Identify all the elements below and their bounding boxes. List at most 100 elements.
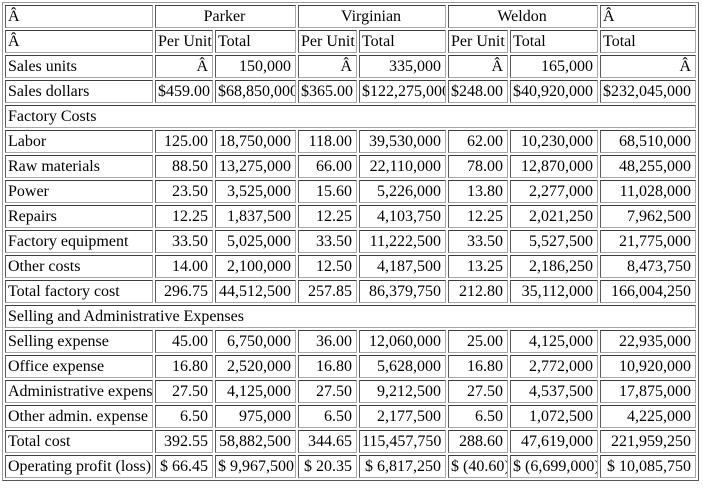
table-row-selling-expense: Selling expense 45.00 6,750,000 36.00 12… [5, 330, 697, 353]
cell-parker-per-unit: Â [155, 55, 213, 78]
cell-parker-per-unit: $ 66.45 [155, 455, 213, 478]
row-label: Labor [5, 130, 153, 153]
table-row-labor: Labor 125.00 18,750,000 118.00 39,530,00… [5, 130, 697, 153]
cell-weldon-total: $ (6,699,000) [510, 455, 599, 478]
cell-parker-total: 3,525,000 [215, 180, 297, 203]
cell-grand-total: 17,875,000 [600, 380, 697, 403]
subheader-corner: Â [5, 30, 153, 53]
table-row-sales-dollars: Sales dollars $459.00 $68,850,000 $365.0… [5, 80, 697, 103]
row-label: Office expense [5, 355, 153, 378]
table-row-other-costs: Other costs 14.00 2,100,000 12.50 4,187,… [5, 255, 697, 278]
cell-weldon-per-unit: $248.00 [448, 80, 509, 103]
cell-virginian-total: 5,628,000 [359, 355, 447, 378]
cell-weldon-per-unit: 13.25 [448, 255, 509, 278]
subheader-grand-total: Total [600, 30, 697, 53]
cell-parker-per-unit: 45.00 [155, 330, 213, 353]
cell-parker-per-unit: 12.25 [155, 205, 213, 228]
cell-weldon-total: 2,186,250 [510, 255, 599, 278]
cell-parker-per-unit: 296.75 [155, 280, 213, 303]
cell-virginian-per-unit: 257.85 [298, 280, 358, 303]
cell-virginian-per-unit: $365.00 [298, 80, 358, 103]
cell-parker-per-unit: 125.00 [155, 130, 213, 153]
section-header: Factory Costs [5, 105, 697, 128]
table-row-sales-units: Sales units Â 150,000 Â 335,000 Â 165,00… [5, 55, 697, 78]
subheader-parker-per-unit: Per Unit [155, 30, 213, 53]
financial-table: Â Parker Virginian Weldon Â Â Per Unit T… [2, 2, 700, 481]
header-group-parker: Parker [155, 5, 297, 28]
table-row-repairs: Repairs 12.25 1,837,500 12.25 4,103,750 … [5, 205, 697, 228]
cell-virginian-total: $122,275,000 [359, 80, 447, 103]
cell-grand-total: Â [600, 55, 697, 78]
subheader-virginian-per-unit: Per Unit [298, 30, 358, 53]
cell-weldon-per-unit: 78.00 [448, 155, 509, 178]
cell-grand-total: $ 10,085,750 [600, 455, 697, 478]
cell-parker-per-unit: 14.00 [155, 255, 213, 278]
cell-parker-per-unit: 88.50 [155, 155, 213, 178]
cell-virginian-per-unit: 344.65 [298, 430, 358, 453]
cell-parker-per-unit: 33.50 [155, 230, 213, 253]
cell-weldon-total: 35,112,000 [510, 280, 599, 303]
row-label: Selling expense [5, 330, 153, 353]
cell-grand-total: 48,255,000 [600, 155, 697, 178]
cell-parker-total: $ 9,967,500 [215, 455, 297, 478]
subheader-weldon-per-unit: Per Unit [448, 30, 509, 53]
cell-weldon-total: 4,537,500 [510, 380, 599, 403]
cell-weldon-total: 2,772,000 [510, 355, 599, 378]
cell-weldon-total: $40,920,000 [510, 80, 599, 103]
row-label: Sales units [5, 55, 153, 78]
cell-parker-total: 5,025,000 [215, 230, 297, 253]
cell-parker-per-unit: 23.50 [155, 180, 213, 203]
cell-grand-total: 8,473,750 [600, 255, 697, 278]
cell-weldon-per-unit: Â [448, 55, 509, 78]
row-label: Total factory cost [5, 280, 153, 303]
header-row-sub: Â Per Unit Total Per Unit Total Per Unit… [5, 30, 697, 53]
cell-parker-per-unit: 6.50 [155, 405, 213, 428]
table-row-administrative-expense: Administrative expense 27.50 4,125,000 2… [5, 380, 697, 403]
cell-virginian-per-unit: 66.00 [298, 155, 358, 178]
subheader-weldon-total: Total [510, 30, 599, 53]
cell-parker-total: 13,275,000 [215, 155, 297, 178]
table-row-total-factory-cost: Total factory cost 296.75 44,512,500 257… [5, 280, 697, 303]
cell-virginian-total: $ 6,817,250 [359, 455, 447, 478]
cell-virginian-per-unit: 16.80 [298, 355, 358, 378]
cell-virginian-total: 4,103,750 [359, 205, 447, 228]
cell-parker-total: $68,850,000 [215, 80, 297, 103]
cell-virginian-total: 11,222,500 [359, 230, 447, 253]
row-label: Repairs [5, 205, 153, 228]
cell-parker-per-unit: $459.00 [155, 80, 213, 103]
cell-weldon-per-unit: 6.50 [448, 405, 509, 428]
cell-virginian-per-unit: 36.00 [298, 330, 358, 353]
cell-grand-total: 21,775,000 [600, 230, 697, 253]
cell-weldon-per-unit: 288.60 [448, 430, 509, 453]
section-row-factory-costs: Factory Costs [5, 105, 697, 128]
cell-parker-per-unit: 16.80 [155, 355, 213, 378]
cell-grand-total: 22,935,000 [600, 330, 697, 353]
cell-parker-total: 18,750,000 [215, 130, 297, 153]
cell-weldon-per-unit: 212.80 [448, 280, 509, 303]
cell-parker-total: 4,125,000 [215, 380, 297, 403]
header-group-weldon: Weldon [448, 5, 599, 28]
cell-weldon-total: 165,000 [510, 55, 599, 78]
cell-weldon-total: 10,230,000 [510, 130, 599, 153]
cell-virginian-total: 86,379,750 [359, 280, 447, 303]
table-row-raw-materials: Raw materials 88.50 13,275,000 66.00 22,… [5, 155, 697, 178]
table-row-operating-profit: Operating profit (loss) $ 66.45 $ 9,967,… [5, 455, 697, 478]
cell-virginian-per-unit: 6.50 [298, 405, 358, 428]
cell-parker-total: 6,750,000 [215, 330, 297, 353]
cell-weldon-total: 2,021,250 [510, 205, 599, 228]
table-row-office-expense: Office expense 16.80 2,520,000 16.80 5,6… [5, 355, 697, 378]
subheader-parker-total: Total [215, 30, 297, 53]
header-row-groups: Â Parker Virginian Weldon Â [5, 5, 697, 28]
row-label: Administrative expense [5, 380, 153, 403]
cell-weldon-total: 5,527,500 [510, 230, 599, 253]
cell-virginian-total: 22,110,000 [359, 155, 447, 178]
cell-weldon-total: 1,072,500 [510, 405, 599, 428]
cell-weldon-per-unit: $ (40.60) [448, 455, 509, 478]
cell-parker-total: 58,882,500 [215, 430, 297, 453]
cell-weldon-per-unit: 25.00 [448, 330, 509, 353]
cell-virginian-per-unit: $ 20.35 [298, 455, 358, 478]
cell-grand-total: 68,510,000 [600, 130, 697, 153]
cell-weldon-total: 47,619,000 [510, 430, 599, 453]
row-label: Total cost [5, 430, 153, 453]
cell-weldon-total: 4,125,000 [510, 330, 599, 353]
